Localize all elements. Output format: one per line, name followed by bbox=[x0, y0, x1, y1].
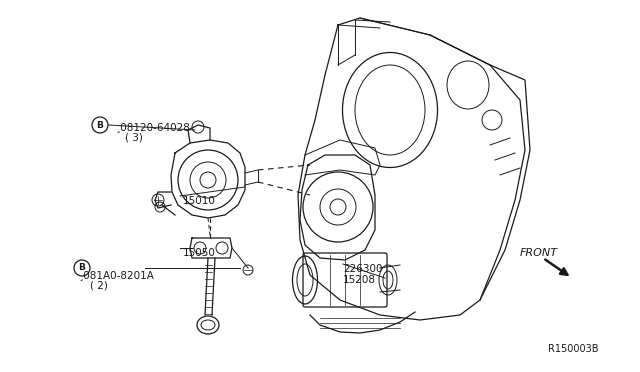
Text: ¸081A0-8201A: ¸081A0-8201A bbox=[78, 270, 154, 280]
Text: B: B bbox=[97, 121, 104, 129]
Text: 15208: 15208 bbox=[343, 275, 376, 285]
Text: ( 2): ( 2) bbox=[90, 281, 108, 291]
Text: ( 3): ( 3) bbox=[125, 133, 143, 143]
Text: ¸08120-64028: ¸08120-64028 bbox=[115, 122, 190, 132]
Text: 15050: 15050 bbox=[183, 248, 216, 258]
Text: R150003B: R150003B bbox=[548, 344, 598, 354]
Text: B: B bbox=[79, 263, 85, 273]
Text: FRONT: FRONT bbox=[520, 248, 558, 258]
Text: 226300: 226300 bbox=[343, 264, 383, 274]
Circle shape bbox=[92, 117, 108, 133]
Text: 15010: 15010 bbox=[183, 196, 216, 206]
Circle shape bbox=[74, 260, 90, 276]
